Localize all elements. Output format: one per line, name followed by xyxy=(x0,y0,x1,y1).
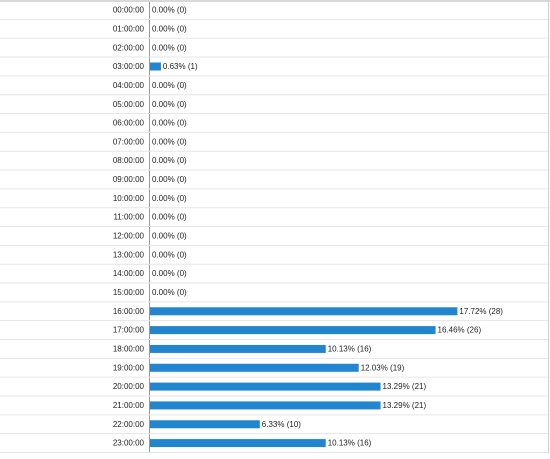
value-label: 0.00% (0) xyxy=(152,24,187,33)
category-label: 14:00:00 xyxy=(113,269,145,278)
value-label: 16.46% (26) xyxy=(438,326,482,335)
value-label: 0.00% (0) xyxy=(152,100,187,109)
category-label: 17:00:00 xyxy=(113,326,145,335)
bar xyxy=(150,326,436,335)
category-label: 07:00:00 xyxy=(113,137,145,146)
category-label: 06:00:00 xyxy=(113,119,145,128)
top-border xyxy=(0,0,550,2)
bar xyxy=(150,420,260,429)
category-label: 00:00:00 xyxy=(113,6,145,15)
category-label: 23:00:00 xyxy=(113,439,145,448)
category-label: 12:00:00 xyxy=(113,232,145,241)
category-label: 18:00:00 xyxy=(113,345,145,354)
value-label: 0.00% (0) xyxy=(152,137,187,146)
value-label: 12.03% (19) xyxy=(361,363,405,372)
value-label: 0.00% (0) xyxy=(152,156,187,165)
category-label: 21:00:00 xyxy=(113,401,145,410)
value-label: 17.72% (28) xyxy=(459,307,503,316)
value-label: 10.13% (16) xyxy=(328,439,372,448)
value-label: 10.13% (16) xyxy=(328,345,372,354)
value-label: 0.00% (0) xyxy=(152,213,187,222)
value-label: 0.00% (0) xyxy=(152,232,187,241)
value-label: 0.00% (0) xyxy=(152,288,187,297)
value-label: 0.00% (0) xyxy=(152,43,187,52)
bar xyxy=(150,62,161,71)
category-label: 20:00:00 xyxy=(113,382,145,391)
value-label: 6.33% (10) xyxy=(262,420,301,429)
value-label: 0.63% (1) xyxy=(163,62,198,71)
category-label: 16:00:00 xyxy=(113,307,145,316)
category-label: 11:00:00 xyxy=(113,213,144,222)
category-label: 10:00:00 xyxy=(113,194,145,203)
value-label: 13.29% (21) xyxy=(383,401,427,410)
bar xyxy=(150,439,326,448)
category-label: 03:00:00 xyxy=(113,62,145,71)
value-label: 0.00% (0) xyxy=(152,119,187,128)
category-label: 08:00:00 xyxy=(113,156,145,165)
category-label: 13:00:00 xyxy=(113,250,145,259)
bar xyxy=(150,363,359,372)
category-label: 22:00:00 xyxy=(113,420,145,429)
value-label: 0.00% (0) xyxy=(152,81,187,90)
category-label: 05:00:00 xyxy=(113,100,145,109)
value-label: 13.29% (21) xyxy=(383,382,427,391)
value-label: 0.00% (0) xyxy=(152,194,187,203)
category-label: 19:00:00 xyxy=(113,363,145,372)
bar xyxy=(150,401,381,410)
category-label: 04:00:00 xyxy=(113,81,145,90)
bar xyxy=(150,382,381,391)
category-label: 01:00:00 xyxy=(113,24,145,33)
value-label: 0.00% (0) xyxy=(152,175,187,184)
value-label: 0.00% (0) xyxy=(152,269,187,278)
value-label: 0.00% (0) xyxy=(152,6,187,15)
category-label: 15:00:00 xyxy=(113,288,145,297)
category-label: 02:00:00 xyxy=(113,43,145,52)
bar xyxy=(150,344,326,353)
category-label: 09:00:00 xyxy=(113,175,145,184)
bar xyxy=(150,307,458,316)
value-label: 0.00% (0) xyxy=(152,250,187,259)
